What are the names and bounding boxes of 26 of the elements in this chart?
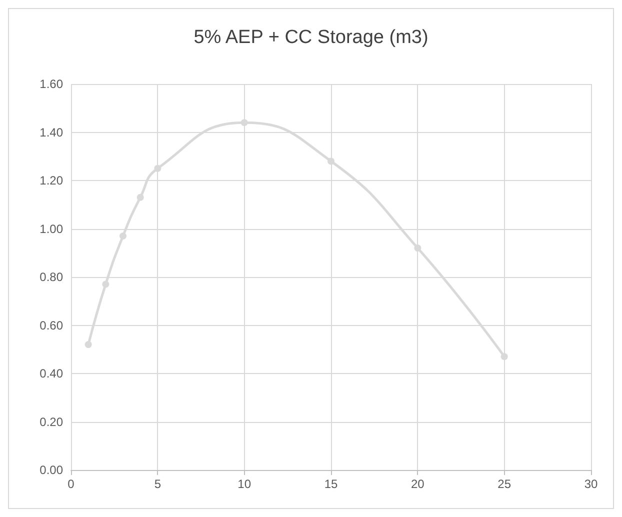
x-tick-label: 0 [68, 477, 75, 491]
y-tick-label: 0.20 [40, 414, 64, 429]
point [154, 164, 162, 172]
point [500, 353, 508, 360]
point [328, 158, 334, 165]
y-tick-label: 0.60 [40, 318, 64, 332]
y-tick-label: 1.60 [40, 77, 64, 91]
chart-title: 5% AEP + CC Storage (m3) [194, 27, 428, 48]
x-tick-label: 5 [154, 477, 162, 491]
point [136, 194, 144, 201]
point [414, 244, 422, 252]
y-tick-label: 0.80 [40, 270, 64, 284]
x-tick-label: 30 [584, 477, 598, 491]
point [240, 119, 248, 126]
y-tick-label: 1.20 [40, 174, 64, 188]
x-tick-label: 15 [324, 477, 338, 491]
y-tick-label: 1.40 [40, 125, 64, 140]
y-tick-label: 1.00 [40, 222, 64, 236]
x-tick-label: 25 [498, 477, 512, 491]
x-tick-label: 10 [238, 477, 252, 491]
y-tick-label: 0.00 [40, 463, 64, 477]
point [102, 280, 110, 288]
x-tick-label: 20 [410, 477, 425, 491]
point [120, 232, 126, 240]
point [84, 341, 92, 348]
y-tick-label: 0.40 [40, 366, 64, 380]
